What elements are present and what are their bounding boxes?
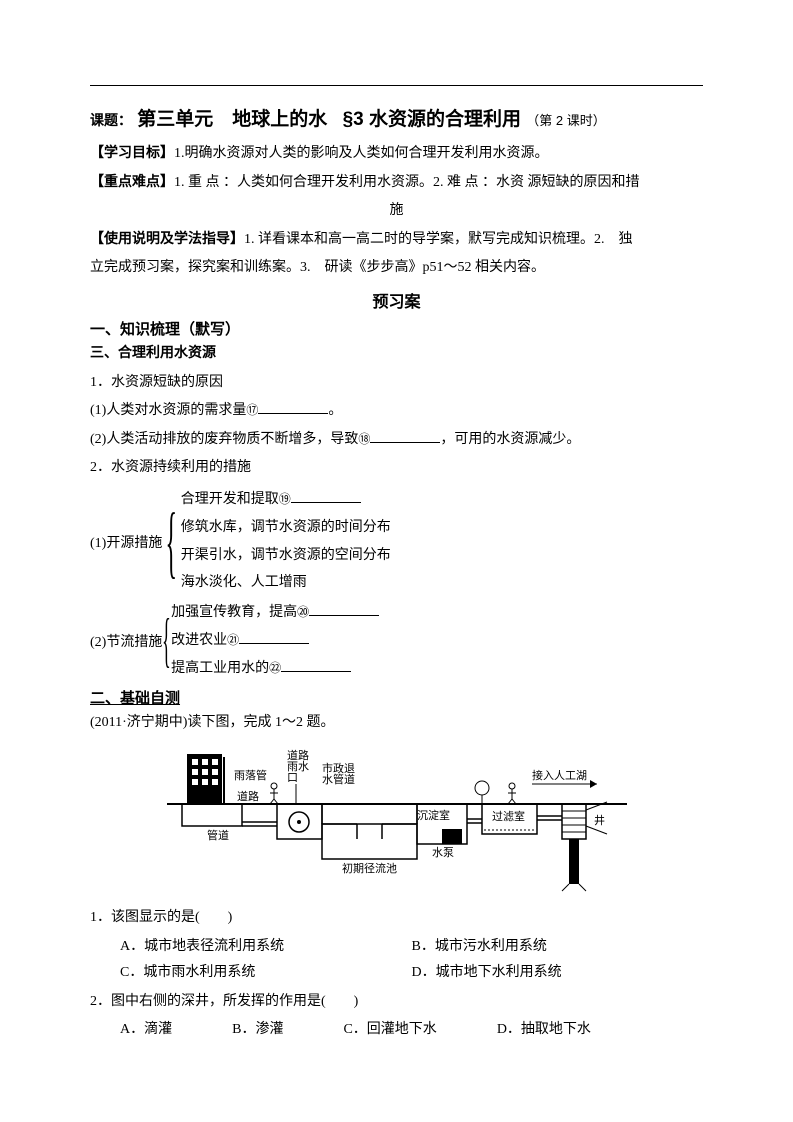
save-label: (2)节流措施 — [90, 631, 166, 651]
open-item-4: 海水淡化、人工增雨 — [181, 571, 391, 595]
cause-head: 1．水资源短缺的原因 — [90, 370, 703, 397]
cause2-post: ，可用的水资源减少。 — [440, 432, 580, 447]
q2-c[interactable]: C．回灌地下水 — [343, 1017, 436, 1044]
lbl-road-rain: 道路雨水口 — [287, 748, 309, 784]
save-item-2: 改进农业㉑ — [171, 629, 379, 653]
goals-text: 1.明确水资源对人类的影响及人类如何合理开发利用水资源。 — [174, 146, 549, 161]
context-line: (2011·济宁期中)读下图，完成 1～2 题。 — [90, 710, 703, 737]
section-title: §3 水资源的合理利用 — [343, 109, 521, 130]
q2-d[interactable]: D．抽取地下水 — [497, 1017, 591, 1044]
lbl-init-pond: 初期径流池 — [342, 861, 397, 875]
blank-21[interactable] — [239, 629, 309, 644]
lbl-well: 井 — [594, 813, 605, 827]
save-measures: (2)节流措施 { 加强宣传教育，提高⑳ 改进农业㉑ 提高工业用水的㉒ — [90, 601, 703, 680]
cause2-pre: (2)人类活动排放的废弃物质不断增多，导致 — [90, 432, 358, 447]
open-label: (1)开源措施 — [90, 532, 166, 552]
save-item-3: 提高工业用水的㉒ — [171, 657, 379, 681]
lbl-pump: 水泵 — [432, 846, 454, 859]
q2-stem: 2．图中右侧的深井，所发挥的作用是( ) — [90, 989, 703, 1016]
q1-options: A．城市地表径流利用系统 B．城市污水利用系统 C．城市雨水利用系统 D．城市地… — [120, 934, 703, 987]
left-brace-icon: { — [166, 536, 178, 548]
keti-label: 课题： — [90, 112, 132, 128]
sec2-head: 二、基础自测 — [90, 687, 703, 708]
period-label: （第 2 课时） — [526, 113, 605, 128]
q1-a[interactable]: A．城市地表径流利用系统 — [120, 934, 412, 961]
open-item-2: 修筑水库，调节水资源的时间分布 — [181, 516, 391, 540]
goals-line: 【学习目标】1.明确水资源对人类的影响及人类如何合理开发利用水资源。 — [90, 141, 703, 168]
blank-17[interactable] — [258, 399, 328, 414]
open-item-1: 合理开发和提取⑲ — [181, 488, 391, 512]
lbl-lake: 接入人工湖 — [532, 769, 587, 782]
sec1-head: 一、知识梳理（默写） — [90, 318, 703, 339]
usage-text1: 1. 详看课本和高一高二时的导学案，默写完成知识梳理。2. 独 — [244, 232, 633, 247]
measure-head: 2．水资源持续利用的措施 — [90, 455, 703, 482]
open-i1-pre: 合理开发和提取 — [181, 492, 279, 507]
q1-b[interactable]: B．城市污水利用系统 — [412, 934, 704, 961]
preview-title: 预习案 — [90, 288, 703, 312]
cause1-pre: (1)人类对水资源的需求量 — [90, 403, 246, 418]
usage-line1: 【使用说明及学法指导】1. 详看课本和高一高二时的导学案，默写完成知识梳理。2.… — [90, 227, 703, 254]
open-item-3: 开渠引水，调节水资源的空间分布 — [181, 544, 391, 568]
q1-stem: 1．该图显示的是( ) — [90, 905, 703, 932]
left-brace-icon-2: { — [162, 636, 171, 645]
keypoints-line2: 施 — [90, 198, 703, 225]
diagram: 雨落管 道路 道路雨水口 市政退水管道 管道 — [90, 744, 703, 899]
q2-b[interactable]: B．渗灌 — [232, 1017, 283, 1044]
lesson-title: 课题： 第三单元 地球上的水 §3 水资源的合理利用 （第 2 课时） — [90, 104, 703, 131]
water-system-diagram: 雨落管 道路 道路雨水口 市政退水管道 管道 — [162, 744, 632, 894]
save-i2-num: ㉑ — [227, 633, 239, 647]
lbl-filter: 过滤室 — [492, 809, 525, 823]
save-item-1: 加强宣传教育，提高⑳ — [171, 601, 379, 625]
save-i3-pre: 提高工业用水的 — [171, 661, 269, 676]
blank-22[interactable] — [281, 657, 351, 672]
unit-title: 第三单元 地球上的水 — [137, 109, 327, 130]
save-i1-pre: 加强宣传教育，提高 — [171, 605, 297, 620]
lbl-rain-pipe: 雨落管 — [234, 768, 267, 782]
top-rule — [90, 85, 703, 86]
cause2-num: ⑱ — [358, 432, 370, 446]
open-i1-num: ⑲ — [279, 492, 291, 506]
blank-18[interactable] — [370, 428, 440, 443]
lbl-sed: 沉淀室 — [417, 808, 450, 822]
save-i1-num: ⑳ — [297, 605, 309, 619]
q1-c[interactable]: C．城市雨水利用系统 — [120, 960, 412, 987]
q1-d[interactable]: D．城市地下水利用系统 — [412, 960, 704, 987]
cause-2: (2)人类活动排放的废弃物质不断增多，导致⑱ ，可用的水资源减少。 — [90, 427, 703, 454]
blank-20[interactable] — [309, 601, 379, 616]
usage-line2: 立完成预习案，探究案和训练案。3. 研读《步步高》p51～52 相关内容。 — [90, 255, 703, 282]
keypoints-head: 【重点难点】 — [90, 175, 174, 190]
lbl-city-pipe: 市政退水管道 — [322, 761, 355, 786]
q2-options: A．滴灌 B．渗灌 C．回灌地下水 D．抽取地下水 — [120, 1017, 703, 1044]
blank-19[interactable] — [291, 488, 361, 503]
save-i2-pre: 改进农业 — [171, 633, 227, 648]
cause1-post: 。 — [328, 403, 342, 418]
keypoints-line1: 【重点难点】1. 重 点 ：人类如何合理开发利用水资源。2. 难 点 ：水资 源… — [90, 170, 703, 197]
save-i3-num: ㉒ — [269, 661, 281, 675]
cause-1: (1)人类对水资源的需求量⑰ 。 — [90, 398, 703, 425]
q2-a[interactable]: A．滴灌 — [120, 1017, 172, 1044]
keypoints-text1: 1. 重 点 ：人类如何合理开发利用水资源。2. 难 点 ：水资 源短缺的原因和… — [174, 175, 640, 190]
sec3-head: 三、合理利用水资源 — [90, 341, 703, 368]
usage-head: 【使用说明及学法指导】 — [90, 232, 244, 247]
lbl-road: 道路 — [237, 789, 259, 803]
lbl-pipe: 管道 — [207, 828, 229, 842]
goals-head: 【学习目标】 — [90, 146, 174, 161]
cause1-num: ⑰ — [246, 403, 258, 417]
open-measures: (1)开源措施 { 合理开发和提取⑲ 修筑水库，调节水资源的时间分布 开渠引水，… — [90, 488, 703, 595]
